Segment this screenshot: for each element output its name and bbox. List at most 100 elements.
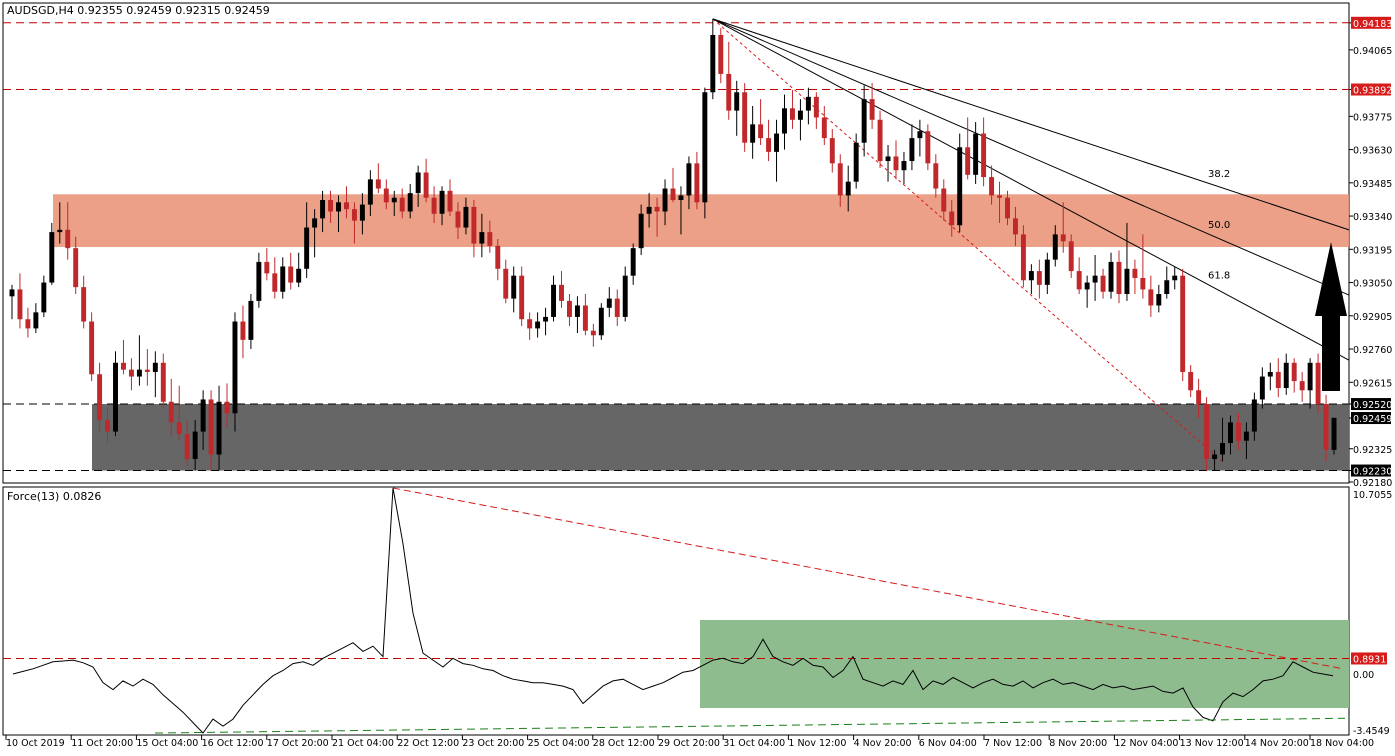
price-highlight-label: 0.92520 bbox=[1353, 400, 1392, 411]
candle-body bbox=[152, 362, 158, 372]
candle-body bbox=[455, 211, 461, 228]
candle-body bbox=[1259, 376, 1265, 400]
candle-body bbox=[73, 248, 79, 288]
candle-body bbox=[805, 96, 811, 111]
price-highlight-box bbox=[1351, 412, 1391, 425]
candle-body bbox=[638, 213, 644, 249]
candle-body bbox=[463, 206, 469, 228]
price-tick-label: 0.94065 bbox=[1353, 46, 1392, 57]
time-tick-label: 16 Oct 12:00 bbox=[202, 738, 264, 749]
indicator-layer bbox=[3, 487, 1349, 734]
accumulation-zone bbox=[700, 620, 1349, 708]
candle-body bbox=[949, 211, 955, 226]
candle-body bbox=[1180, 275, 1186, 372]
candle-body bbox=[391, 197, 397, 203]
price-tick-label: 0.92615 bbox=[1353, 378, 1392, 389]
candle-body bbox=[1299, 381, 1305, 391]
candle-body bbox=[1228, 422, 1233, 444]
price-highlight-box bbox=[1351, 464, 1391, 477]
candle-body bbox=[997, 195, 1002, 198]
candle-body bbox=[407, 193, 413, 212]
candle-body bbox=[1124, 268, 1130, 295]
candle-body bbox=[981, 133, 987, 178]
fib-fan-label: 50.0 bbox=[1208, 220, 1230, 231]
fib-fan-label: 38.2 bbox=[1208, 169, 1230, 180]
candle-body bbox=[614, 298, 620, 317]
candle-body bbox=[718, 34, 724, 74]
time-tick-label: 21 Oct 04:00 bbox=[332, 738, 394, 749]
candle-body bbox=[813, 96, 819, 118]
candle-body bbox=[1148, 289, 1154, 306]
candle-body bbox=[399, 197, 405, 212]
candle-body bbox=[136, 369, 142, 377]
price-tick-label: 0.93630 bbox=[1353, 146, 1392, 157]
candle-body bbox=[686, 163, 692, 196]
price-highlight-box bbox=[1351, 398, 1391, 411]
support-zone bbox=[92, 404, 1349, 471]
force-trendline-red bbox=[392, 487, 1344, 670]
candle-body bbox=[359, 204, 365, 221]
candle-body bbox=[925, 131, 931, 164]
candle-body bbox=[479, 232, 485, 244]
time-tick-label: 31 Oct 04:00 bbox=[723, 738, 785, 749]
time-tick-label: 13 Nov 12:00 bbox=[1180, 738, 1244, 749]
candle-body bbox=[598, 307, 604, 336]
candle-body bbox=[646, 206, 652, 214]
candle-body bbox=[1156, 294, 1162, 306]
price-tick-label: 0.92180 bbox=[1353, 478, 1392, 489]
candle-body bbox=[1188, 371, 1194, 391]
candle-body bbox=[1005, 197, 1010, 219]
candle-body bbox=[1267, 371, 1273, 377]
candle-body bbox=[941, 188, 947, 212]
candle-body bbox=[797, 110, 803, 120]
force-trendline-green bbox=[154, 717, 1346, 734]
candle-body bbox=[49, 232, 55, 283]
candle-body bbox=[200, 399, 206, 432]
candle-body bbox=[893, 156, 899, 171]
candle-body bbox=[885, 156, 891, 162]
force-tick-label: 10.7055 bbox=[1353, 490, 1392, 501]
candle-body bbox=[829, 138, 835, 164]
price-tick-label: 0.92760 bbox=[1353, 345, 1392, 356]
candle-body bbox=[789, 108, 795, 120]
time-tick-label: 11 Oct 20:00 bbox=[71, 738, 133, 749]
candle-body bbox=[519, 275, 525, 320]
candle-body bbox=[1036, 271, 1042, 285]
candle-body bbox=[566, 300, 572, 317]
time-tick-label: 4 Nov 20:00 bbox=[854, 738, 912, 749]
candle-body bbox=[57, 229, 63, 233]
candle-body bbox=[296, 268, 302, 283]
candle-body bbox=[105, 420, 111, 432]
time-tick-label: 23 Oct 20:00 bbox=[462, 738, 524, 749]
price-highlight-label: 0.93892 bbox=[1353, 86, 1392, 97]
candle-body bbox=[1275, 371, 1281, 389]
time-tick-label: 8 Nov 20:00 bbox=[1049, 738, 1107, 749]
candle-body bbox=[1235, 422, 1241, 441]
candle-body bbox=[1283, 362, 1289, 389]
candle-body bbox=[821, 117, 827, 139]
candle-body bbox=[89, 321, 95, 375]
candle-body bbox=[33, 312, 39, 329]
price-tick-label: 0.93775 bbox=[1353, 112, 1392, 123]
time-tick-label: 15 Oct 04:00 bbox=[136, 738, 198, 749]
force-tick-label: 0.00 bbox=[1353, 670, 1374, 681]
candle-body bbox=[670, 188, 676, 201]
candle-body bbox=[240, 321, 246, 340]
candle-body bbox=[678, 195, 684, 201]
candle-body bbox=[1212, 454, 1218, 460]
time-tick-label: 28 Oct 12:00 bbox=[593, 738, 655, 749]
candle-body bbox=[630, 248, 636, 276]
candle-body bbox=[543, 316, 549, 322]
candle-body bbox=[113, 362, 118, 432]
candle-body bbox=[1116, 261, 1122, 295]
resistance-zone bbox=[53, 194, 1349, 248]
candle-body bbox=[423, 172, 429, 198]
candle-body bbox=[383, 188, 389, 203]
candle-body bbox=[439, 190, 445, 214]
candle-body bbox=[782, 108, 787, 134]
candle-body bbox=[1132, 268, 1138, 278]
force-highlight-box bbox=[1351, 652, 1387, 665]
zones-layer bbox=[53, 194, 1349, 471]
time-tick-label: 6 Nov 04:00 bbox=[919, 738, 977, 749]
candle-body bbox=[901, 161, 907, 171]
